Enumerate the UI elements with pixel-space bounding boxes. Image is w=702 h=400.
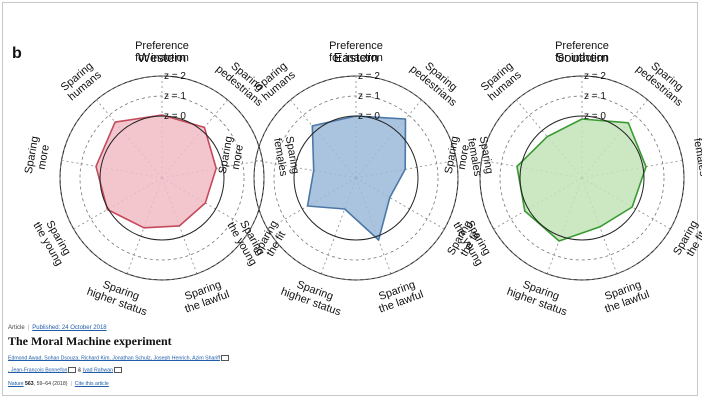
ring-label: z = 1 [584,91,606,102]
axis-label-line: for inaction [135,52,189,64]
author-link-rahwan[interactable]: Iyad Rahwan [82,367,114,374]
axis-label-line: for inaction [555,52,609,64]
zero-ring [293,115,419,241]
cite-article-link[interactable]: Cite this article [74,381,109,387]
email-icon[interactable] [114,367,123,373]
published-date-link[interactable]: Published: 24 October 2018 [32,325,107,331]
author-and: & [76,367,83,374]
data-polygon [306,115,407,241]
data-polygon [516,118,647,242]
ring-label: z = 2 [584,71,606,82]
chart-title: Western [138,50,186,65]
ring-label: z = 1 [358,91,380,102]
author-links[interactable]: Edmond Awad, Sohan Dsouza, Richard Kim, … [8,355,221,362]
axis-label-line: females [691,137,702,178]
email-icon[interactable] [68,367,77,373]
ring-label: z = 1 [164,91,186,102]
zero-ring [99,115,225,241]
ring-label: z = 0 [584,111,606,122]
axis-label-line: Preference [329,40,383,52]
axis-label-line: more [36,144,52,171]
chart-title: Eastern [334,50,379,65]
journal-volume: 563 [25,381,34,387]
email-icon[interactable] [221,355,230,361]
chart-title: Southern [556,50,609,65]
grid-ring [59,75,265,281]
article-type: Article [8,325,25,331]
grid-ring [479,75,685,281]
journal-pages: , 59–64 (2018) [33,381,68,387]
panel-label: b [12,45,22,62]
axis-label-line: more [456,144,472,171]
ring-label: z = 2 [358,71,380,82]
ring-label: z = 2 [164,71,186,82]
grid-ring [253,75,459,281]
axis-label-line: Preference [135,40,189,52]
ring-label: z = 0 [164,111,186,122]
journal-citation: Nature 563, 59–64 (2018) | Cite this artic… [8,381,109,387]
data-polygon [95,114,217,229]
ring-label: z = 0 [358,111,380,122]
author-link-bonnefon[interactable]: , Jean-François Bonnefon [8,367,68,374]
author-list: Edmond Awad, Sohan Dsouza, Richard Kim, … [8,355,230,362]
article-title: The Moral Machine experiment [8,334,172,348]
axis-label-line: more [230,144,246,171]
article-meta: Article | Published: 24 October 2018 [8,325,107,331]
journal-link[interactable]: Nature [8,381,24,387]
axis-label-line: Preference [555,40,609,52]
author-list-continued: , Jean-François Bonnefon & Iyad Rahwan [8,367,123,374]
zero-ring [519,115,645,241]
axis-label-line: for inaction [329,52,383,64]
